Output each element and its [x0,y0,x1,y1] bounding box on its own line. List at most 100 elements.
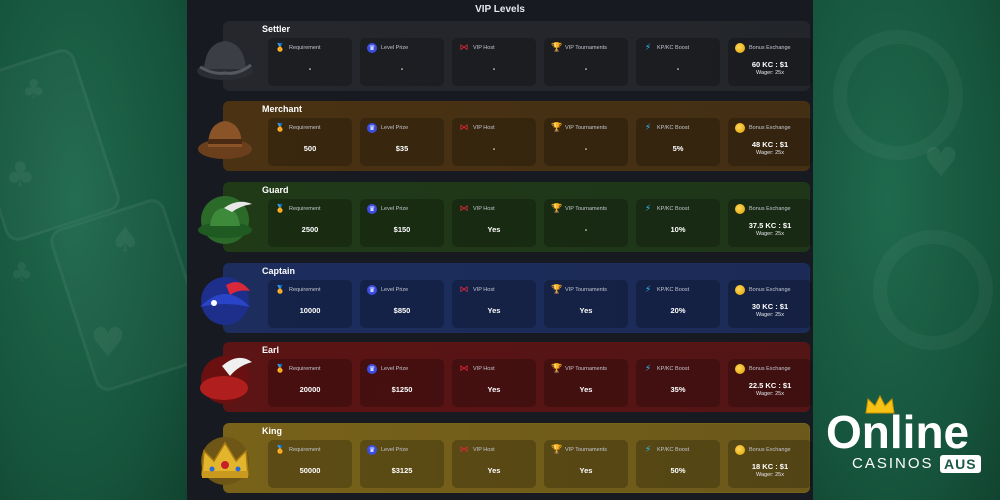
level-cell-level-prize: ♛ Level Prize $3125 [360,440,444,488]
cell-value: 500 [303,144,317,153]
green-feather-hat-icon [194,190,256,246]
lightning-icon: ⚡ [644,43,652,53]
cell-label: Bonus Exchange [749,125,791,131]
cell-label: KP/KC Boost [657,206,690,212]
coin-icon [735,123,745,133]
cell-value: - [584,225,588,234]
cell-value: 10000 [299,306,321,315]
level-cell-requirement: 🏅 Requirement 10000 [268,280,352,328]
cell-label: KP/KC Boost [657,447,690,453]
cell-value: - [676,64,680,73]
cell-label: Requirement [289,366,321,372]
cell-label: Level Prize [381,287,409,293]
cell-value: 5% [672,144,684,153]
logo-badge: AUS [940,455,981,473]
level-cell-requirement: 🏅 Requirement - [268,38,352,86]
cell-label: Bonus Exchange [749,447,791,453]
wager-text: Wager: 25x [756,70,784,76]
vip-level-settler: Settler 🏅 Requirement - ♛ Level Prize - ⋈ VIP Ho… [197,21,812,91]
lightning-icon: ⚡ [644,123,652,133]
level-cell-vip-host: ⋈ VIP Host Yes [452,440,536,488]
vip-level-captain: Captain 🏅 Requirement 10000 ♛ Level Prize $850… [200,263,812,333]
lightning-icon: ⚡ [644,445,652,455]
wager-text: Wager: 25x [756,231,784,237]
blue-bicorne-hat-icon [194,271,256,327]
coin-icon [735,364,745,374]
level-cell-vip-tournaments: 🏆 VIP Tournaments - [544,199,628,247]
club-icon: ♣ [22,75,46,105]
cell-label: VIP Tournaments [565,45,607,51]
vip-level-king: King 🏅 Requirement 50000 ♛ Level Prize $3125 ⋈ V… [201,423,812,493]
cell-value: 60 KC : $1 [751,60,789,69]
level-name: King [262,426,282,436]
cell-value: 22.5 KC : $1 [748,381,792,390]
cell-label: Bonus Exchange [749,45,791,51]
crown-badge-icon: ♛ [367,204,377,214]
cell-value: Yes [579,385,593,394]
cell-label: VIP Host [473,366,495,372]
cell-label: Bonus Exchange [749,366,791,372]
level-name: Guard [262,185,289,195]
cell-label: Requirement [289,447,321,453]
level-cell-vip-tournaments: 🏆 VIP Tournaments Yes [544,440,628,488]
club-icon: ♣ [5,155,36,195]
cell-value: - [492,144,496,153]
level-cell-level-prize: ♛ Level Prize $35 [360,118,444,166]
bow-tie-icon: ⋈ [459,364,469,374]
cell-value: 48 KC : $1 [751,140,789,149]
coin-icon [735,445,745,455]
cell-label: Level Prize [381,45,409,51]
lightning-icon: ⚡ [644,285,652,295]
logo-main-text: Online [826,406,970,458]
level-cell-vip-host: ⋈ VIP Host Yes [452,359,536,407]
cell-value: - [584,64,588,73]
cell-label: VIP Tournaments [565,366,607,372]
level-cell-kp-kc-boost: ⚡ KP/KC Boost 35% [636,359,720,407]
cell-value: Yes [579,306,593,315]
gold-crown-icon [194,431,256,487]
cell-label: VIP Host [473,45,495,51]
cell-value: 50000 [299,466,321,475]
cell-label: Level Prize [381,447,409,453]
brown-hat-icon [194,109,256,165]
cell-value: 20% [670,306,686,315]
heart-icon: ♥ [90,320,126,366]
cell-value: - [400,64,404,73]
cell-value: 37.5 KC : $1 [748,221,792,230]
cell-value: - [492,64,496,73]
trophy-icon: 🏆 [551,204,563,214]
cell-label: Level Prize [381,206,409,212]
level-name: Merchant [262,104,303,114]
level-cell-kp-kc-boost: ⚡ KP/KC Boost 20% [636,280,720,328]
crown-badge-icon: ♛ [367,43,377,53]
cell-value: $3125 [391,466,413,475]
level-cell-level-prize: ♛ Level Prize $1250 [360,359,444,407]
trophy-icon: 🏆 [551,43,563,53]
cell-value: $35 [395,144,409,153]
level-cell-level-prize: ♛ Level Prize $150 [360,199,444,247]
cell-value: Yes [579,466,593,475]
bow-tie-icon: ⋈ [459,43,469,53]
coin-icon [735,204,745,214]
background-right-decor: ♥ [813,0,1000,500]
bow-tie-icon: ⋈ [459,285,469,295]
level-name: Captain [262,266,296,276]
lightning-icon: ⚡ [644,204,652,214]
cell-value: Yes [487,466,501,475]
wager-text: Wager: 25x [756,312,784,318]
bow-tie-icon: ⋈ [459,445,469,455]
cell-value: $850 [393,306,411,315]
level-cell-kp-kc-boost: ⚡ KP/KC Boost 50% [636,440,720,488]
level-cell-bonus-exchange: Bonus Exchange 37.5 KC : $1 Wager: 25x [728,199,812,247]
level-cell-requirement: 🏅 Requirement 500 [268,118,352,166]
cell-value: $150 [393,225,411,234]
wager-text: Wager: 25x [756,150,784,156]
cell-label: KP/KC Boost [657,287,690,293]
cell-value: 20000 [299,385,321,394]
red-feather-hat-icon [194,350,256,406]
cell-label: VIP Tournaments [565,287,607,293]
heart-icon: ♥ [923,140,959,186]
medal-icon: 🏅 [275,43,285,52]
level-cell-level-prize: ♛ Level Prize $850 [360,280,444,328]
level-cell-vip-tournaments: 🏆 VIP Tournaments - [544,118,628,166]
